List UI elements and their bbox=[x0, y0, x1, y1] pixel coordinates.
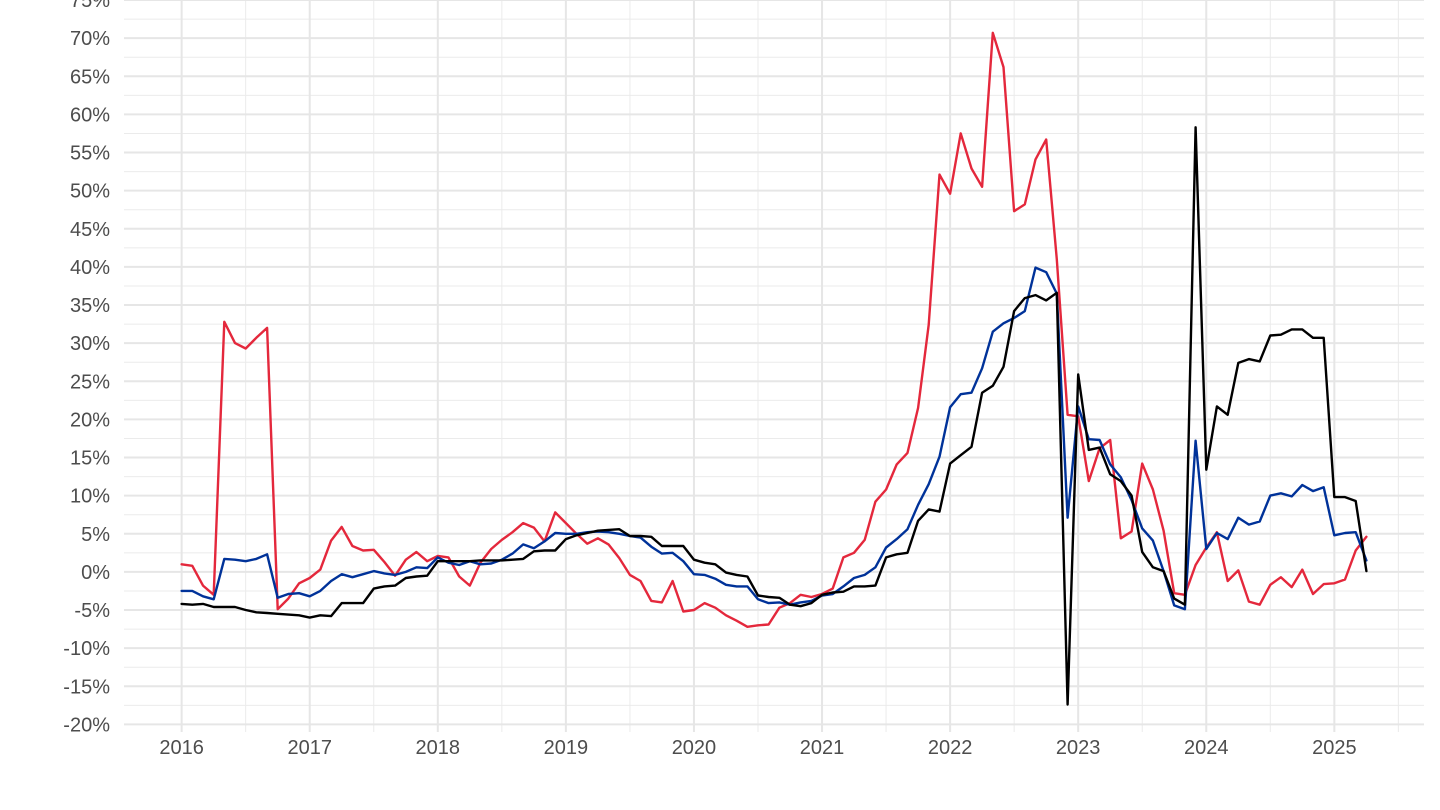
y-tick-label: 40% bbox=[70, 257, 110, 279]
series-line-2 bbox=[180, 266, 1368, 611]
y-tick-label: 15% bbox=[70, 448, 110, 470]
y-axis: 75% 70% 65% 60% 55% 50% 45% 40% 35% 30% 25% 20% 15% 1… bbox=[63, 0, 110, 736]
y-tick-label: -20% bbox=[63, 714, 110, 736]
x-tick-label: 2017 bbox=[287, 737, 332, 759]
y-tick-label: 20% bbox=[70, 409, 110, 431]
y-tick-label: 35% bbox=[70, 295, 110, 317]
y-tick-label: 5% bbox=[81, 524, 110, 546]
x-tick-label: 2020 bbox=[672, 737, 717, 759]
x-tick-label: 2022 bbox=[928, 737, 973, 759]
y-tick-label: 60% bbox=[70, 104, 110, 126]
x-tick-label: 2016 bbox=[159, 737, 204, 759]
y-tick-label: 0% bbox=[81, 562, 110, 584]
y-tick-label: 55% bbox=[70, 143, 110, 165]
y-tick-label: -5% bbox=[74, 600, 110, 622]
y-tick-label: -15% bbox=[63, 676, 110, 698]
minor-gridlines bbox=[124, 0, 1424, 732]
y-tick-label: 75% bbox=[70, 0, 110, 12]
series-line-3 bbox=[180, 126, 1368, 706]
series-line-1 bbox=[180, 31, 1368, 628]
y-tick-label: 50% bbox=[70, 181, 110, 203]
x-tick-label: 2025 bbox=[1312, 737, 1357, 759]
x-tick-label: 2019 bbox=[544, 737, 589, 759]
y-tick-label: 25% bbox=[70, 371, 110, 393]
y-tick-label: -10% bbox=[63, 638, 110, 660]
y-tick-label: 70% bbox=[70, 28, 110, 50]
x-tick-label: 2023 bbox=[1056, 737, 1101, 759]
x-tick-label: 2018 bbox=[416, 737, 461, 759]
x-tick-label: 2021 bbox=[800, 737, 845, 759]
y-tick-label: 45% bbox=[70, 219, 110, 241]
major-gridlines bbox=[124, 0, 1424, 732]
x-tick-label: 2024 bbox=[1184, 737, 1229, 759]
y-tick-label: 30% bbox=[70, 333, 110, 355]
series-layer bbox=[180, 31, 1368, 706]
x-axis: 2016 2017 2018 2019 2020 2021 2022 2023 2024 2025 bbox=[159, 737, 1356, 759]
y-tick-label: 65% bbox=[70, 66, 110, 88]
y-tick-label: 10% bbox=[70, 486, 110, 508]
